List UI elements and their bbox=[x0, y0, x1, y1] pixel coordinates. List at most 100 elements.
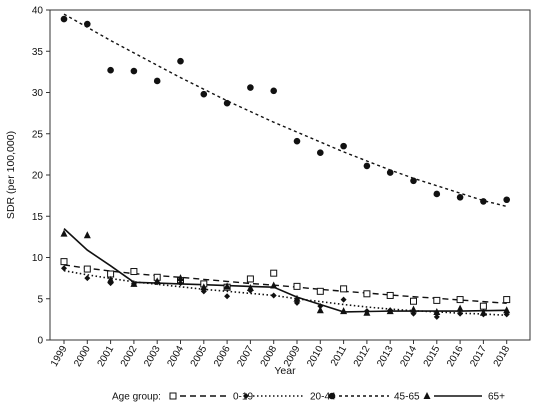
data-point-65+ bbox=[60, 229, 68, 237]
trend-line-65+ bbox=[63, 228, 507, 313]
data-point-65+ bbox=[386, 307, 394, 315]
data-point-45-65 bbox=[247, 84, 254, 91]
y-tick-label: 0 bbox=[37, 336, 43, 347]
x-tick-label: 2011 bbox=[329, 344, 349, 369]
x-tick-label: 2005 bbox=[189, 344, 210, 369]
data-point-65+ bbox=[153, 277, 161, 285]
data-point-45-65 bbox=[433, 190, 441, 198]
y-tick-label: 25 bbox=[32, 129, 44, 140]
x-tick-label: 2000 bbox=[72, 344, 93, 369]
y-axis-title: SDR (per 100,000) bbox=[5, 131, 17, 219]
y-tick-label: 10 bbox=[32, 253, 44, 264]
data-point-65+ bbox=[270, 281, 278, 289]
data-point-65+ bbox=[223, 282, 231, 290]
data-point-45-65 bbox=[84, 20, 91, 28]
data-point-65+ bbox=[503, 306, 511, 314]
data-point-65+ bbox=[410, 305, 417, 313]
data-point-45-65 bbox=[270, 87, 278, 95]
trend-lines bbox=[63, 13, 507, 317]
data-point-0-19 bbox=[246, 275, 254, 283]
data-point-0-19 bbox=[410, 297, 417, 305]
data-point-45-65 bbox=[317, 149, 324, 157]
data-point-0-19 bbox=[433, 296, 441, 304]
data-point-65+ bbox=[177, 274, 184, 282]
data-point-20-44 bbox=[340, 296, 347, 303]
x-tick-label: 2015 bbox=[422, 344, 443, 369]
x-tick-label: 2010 bbox=[305, 344, 326, 369]
x-tick-label: 2017 bbox=[468, 344, 489, 369]
data-point-45-65 bbox=[340, 142, 347, 150]
data-point-45-65 bbox=[60, 15, 68, 23]
data-point-65+ bbox=[433, 307, 441, 315]
y-tick-label: 40 bbox=[32, 6, 44, 17]
legend: Age group: 0-19 20-44 45-65 65+ bbox=[112, 392, 505, 403]
data-point-20-44 bbox=[84, 275, 91, 282]
data-point-0-19 bbox=[503, 296, 511, 304]
trend-line-0-19 bbox=[63, 264, 507, 304]
legend-marker-0-19 bbox=[169, 392, 177, 400]
y-tick-label: 30 bbox=[32, 88, 44, 99]
data-point-0-19 bbox=[60, 258, 68, 266]
data-point-65+ bbox=[293, 294, 301, 302]
data-point-65+ bbox=[316, 306, 324, 314]
data-point-65+ bbox=[340, 307, 348, 315]
legend-marker-45-65 bbox=[328, 392, 336, 400]
data-point-0-19 bbox=[83, 265, 91, 273]
data-point-65+ bbox=[83, 231, 91, 239]
x-tick-label: 1999 bbox=[49, 344, 70, 369]
data-markers bbox=[60, 15, 511, 320]
x-tick-label: 2003 bbox=[142, 344, 163, 369]
data-point-45-65 bbox=[177, 57, 184, 65]
trend-line-45-65 bbox=[63, 13, 507, 208]
data-point-45-65 bbox=[293, 137, 301, 145]
data-point-0-19 bbox=[293, 282, 301, 290]
data-point-65+ bbox=[130, 279, 138, 287]
plot-border bbox=[49, 9, 531, 341]
data-point-20-44 bbox=[457, 310, 464, 317]
data-point-20-44 bbox=[270, 292, 277, 299]
x-tick-label: 2018 bbox=[492, 344, 513, 369]
legend-marker-20-44 bbox=[243, 393, 249, 399]
y-axis: 0 5 10 15 20 25 30 35 40 bbox=[32, 6, 50, 347]
legend-label-65+: 65+ bbox=[488, 392, 505, 403]
x-tick-label: 2012 bbox=[352, 344, 373, 369]
data-point-45-65 bbox=[386, 169, 394, 176]
x-tick-label: 2016 bbox=[445, 344, 466, 369]
x-tick-label: 2007 bbox=[235, 344, 256, 369]
data-point-20-44 bbox=[224, 293, 231, 300]
data-point-20-44 bbox=[317, 303, 324, 310]
data-point-20-44 bbox=[61, 265, 67, 272]
data-point-45-65 bbox=[480, 198, 487, 205]
x-tick-label: 2006 bbox=[212, 344, 233, 369]
data-point-20-44 bbox=[177, 280, 184, 287]
data-point-45-65 bbox=[503, 196, 511, 204]
legend-label-0-19: 0-19 bbox=[233, 392, 253, 403]
x-tick-label: 2013 bbox=[375, 344, 396, 369]
data-point-45-65 bbox=[410, 177, 417, 185]
data-point-45-65 bbox=[223, 99, 231, 107]
data-point-65+ bbox=[363, 308, 371, 316]
data-point-65+ bbox=[456, 304, 464, 312]
y-tick-label: 5 bbox=[37, 294, 43, 305]
y-tick-label: 35 bbox=[32, 47, 44, 58]
plot-area bbox=[49, 9, 531, 341]
y-tick-label: 20 bbox=[32, 171, 44, 182]
x-tick-label: 2004 bbox=[165, 344, 186, 369]
legend-marker-65+ bbox=[423, 392, 431, 399]
data-point-0-19 bbox=[270, 269, 278, 277]
data-point-0-19 bbox=[456, 296, 464, 304]
data-point-45-65 bbox=[200, 90, 208, 98]
x-tick-label: 2002 bbox=[119, 344, 140, 369]
x-tick-label: 2014 bbox=[398, 344, 419, 369]
data-point-20-44 bbox=[433, 313, 440, 320]
data-point-65+ bbox=[479, 308, 487, 316]
data-point-0-19 bbox=[130, 268, 138, 276]
data-point-45-65 bbox=[456, 193, 464, 201]
x-axis-title: Year bbox=[274, 365, 296, 377]
legend-title: Age group: bbox=[112, 392, 161, 403]
data-point-65+ bbox=[246, 284, 254, 292]
data-point-0-19 bbox=[363, 290, 371, 298]
data-point-65+ bbox=[107, 275, 115, 283]
legend-label-45-65: 45-65 bbox=[394, 392, 420, 403]
